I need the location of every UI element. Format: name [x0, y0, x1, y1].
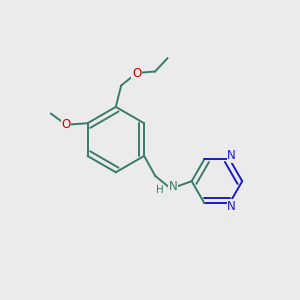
Text: N: N [227, 200, 236, 213]
Text: N: N [169, 180, 178, 193]
Text: N: N [227, 149, 236, 163]
Text: O: O [132, 67, 141, 80]
Text: O: O [61, 118, 71, 131]
Text: H: H [156, 185, 164, 195]
